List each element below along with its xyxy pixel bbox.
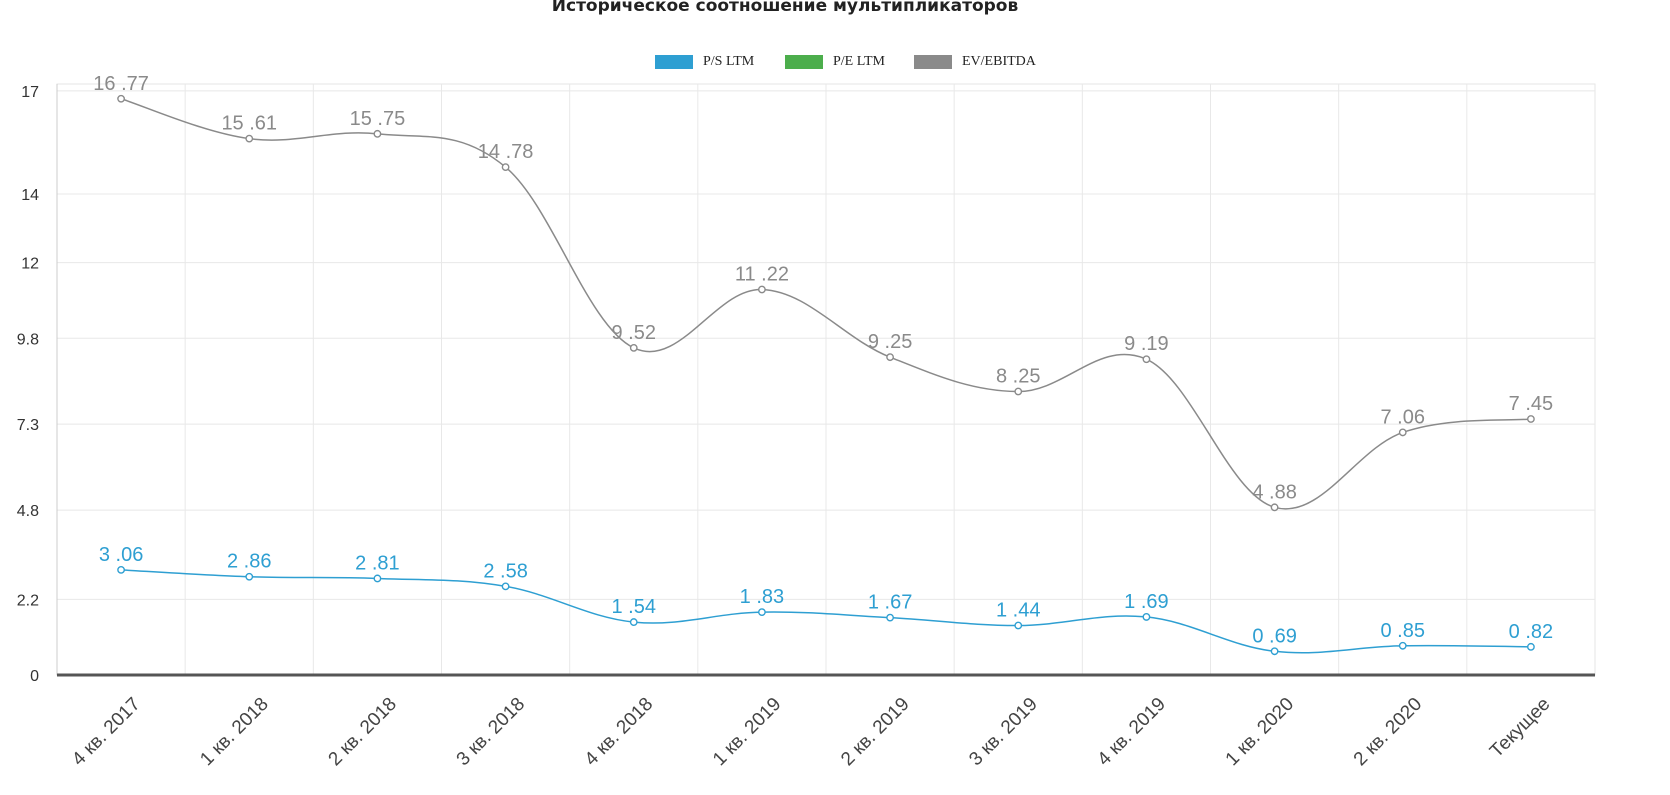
y-tick-label: 17 xyxy=(21,84,39,101)
data-point-p-s-ltm xyxy=(117,565,125,574)
x-tick-label: 1 кв. 2018 xyxy=(196,694,272,770)
data-label-p-s-ltm: 1 .67 xyxy=(868,592,912,614)
legend-swatch-ps-ltm xyxy=(655,55,693,69)
x-tick-label: 1 кв. 2020 xyxy=(1222,694,1298,770)
data-point-p-s-ltm xyxy=(1398,641,1407,650)
x-tick-label: 2 кв. 2019 xyxy=(837,694,913,770)
x-tick-label: 3 кв. 2018 xyxy=(453,694,529,770)
data-point-p-s-ltm xyxy=(1014,621,1023,630)
data-point-p-s-ltm xyxy=(373,574,382,583)
y-tick-label: 12 xyxy=(21,256,39,273)
x-tick-label: 2 кв. 2018 xyxy=(325,694,401,770)
y-tick-label: 0 xyxy=(30,668,39,685)
chart-legend: P/S LTM P/E LTM EV/EBITDA xyxy=(0,52,1670,72)
data-label-ev-ebitda: 9 .25 xyxy=(868,331,912,353)
data-point-ev-ebitda xyxy=(629,343,638,352)
data-point-ev-ebitda xyxy=(758,285,766,294)
data-point-ev-ebitda xyxy=(1142,355,1151,364)
data-point-p-s-ltm xyxy=(758,608,766,617)
data-point-ev-ebitda xyxy=(245,134,254,143)
y-axis: 0 2.2 4.8 7.3 9.8 12 14 17 xyxy=(17,84,58,685)
series-p-s-ltm: 3 .06 2 .86 2 .81 2 .58 1 .54 1 .83 1 .67 1 .44… xyxy=(99,544,1553,656)
y-tick-label: 7.3 xyxy=(17,417,39,434)
legend-item-pe-ltm[interactable]: P/E LTM xyxy=(785,52,885,72)
data-point-p-s-ltm xyxy=(245,572,254,581)
data-label-p-s-ltm: 2 .58 xyxy=(483,560,527,582)
legend-label-ev-ebitda: EV/EBITDA xyxy=(962,54,1036,69)
y-tick-label: 4.8 xyxy=(17,503,39,520)
chart-title: Историческое соотношение мультипликаторо… xyxy=(551,0,1019,16)
data-point-ev-ebitda xyxy=(1014,387,1023,396)
data-label-p-s-ltm: 0 .69 xyxy=(1252,625,1296,647)
x-tick-label: Текущее xyxy=(1486,694,1554,762)
data-point-p-s-ltm xyxy=(886,613,894,622)
data-point-ev-ebitda xyxy=(1270,503,1279,512)
x-tick-label: 1 кв. 2019 xyxy=(709,694,785,770)
legend-item-ev-ebitda[interactable]: EV/EBITDA xyxy=(914,52,1036,72)
data-label-p-s-ltm: 2 .81 xyxy=(355,552,399,574)
data-label-ev-ebitda: 11 .22 xyxy=(735,263,789,285)
grid-lines xyxy=(56,83,1596,676)
y-tick-label: 2.2 xyxy=(17,592,39,609)
data-label-ev-ebitda: 4 .88 xyxy=(1252,481,1296,503)
data-point-ev-ebitda xyxy=(501,163,510,172)
data-point-ev-ebitda xyxy=(1398,428,1407,437)
data-point-p-s-ltm xyxy=(1270,647,1279,656)
x-tick-label: 4 кв. 2017 xyxy=(68,694,144,770)
data-point-p-s-ltm xyxy=(629,618,638,626)
x-tick-label: 3 кв. 2019 xyxy=(965,694,1041,770)
data-label-ev-ebitda: 8 .25 xyxy=(996,366,1040,388)
legend-label-pe-ltm: P/E LTM xyxy=(833,54,885,69)
x-tick-label: 4 кв. 2018 xyxy=(581,694,657,770)
legend-swatch-pe-ltm xyxy=(785,55,823,69)
x-tick-label: 2 кв. 2020 xyxy=(1350,694,1426,770)
data-label-p-s-ltm: 1 .69 xyxy=(1124,591,1168,613)
x-axis: 4 кв. 2017 1 кв. 2018 2 кв. 2018 3 кв. 2018… xyxy=(57,673,1595,770)
data-label-p-s-ltm: 1 .83 xyxy=(740,586,784,608)
data-label-ev-ebitda: 9 .52 xyxy=(612,322,656,344)
series-layer: 3 .06 2 .86 2 .81 2 .58 1 .54 1 .83 1 .67 1 .44… xyxy=(93,73,1553,656)
data-point-p-s-ltm xyxy=(1527,642,1535,651)
data-label-ev-ebitda: 7 .06 xyxy=(1381,406,1425,428)
data-point-ev-ebitda xyxy=(373,129,382,138)
legend-item-ps-ltm[interactable]: P/S LTM xyxy=(655,52,754,72)
data-label-p-s-ltm: 0 .82 xyxy=(1509,621,1553,643)
data-label-ev-ebitda: 9 .19 xyxy=(1124,333,1168,355)
legend-swatch-ev-ebitda xyxy=(914,55,952,69)
data-label-p-s-ltm: 2 .86 xyxy=(227,551,271,573)
data-point-ev-ebitda xyxy=(886,353,894,362)
data-label-ev-ebitda: 15 .75 xyxy=(350,108,406,130)
data-label-p-s-ltm: 0 .85 xyxy=(1381,620,1425,642)
data-point-ev-ebitda xyxy=(117,94,125,103)
y-tick-label: 14 xyxy=(21,187,39,204)
series-line-p-s-ltm xyxy=(121,569,1531,654)
data-label-ev-ebitda: 14 .78 xyxy=(478,141,534,163)
data-label-ev-ebitda: 15 .61 xyxy=(221,113,277,135)
legend-label-ps-ltm: P/S LTM xyxy=(703,54,755,69)
x-tick-label: 4 кв. 2019 xyxy=(1094,694,1170,770)
data-point-ev-ebitda xyxy=(1527,415,1535,423)
data-label-ev-ebitda: 7 .45 xyxy=(1509,393,1553,415)
data-label-p-s-ltm: 3 .06 xyxy=(99,544,143,566)
y-tick-label: 9.8 xyxy=(17,331,39,348)
data-label-p-s-ltm: 1 .44 xyxy=(996,600,1040,622)
series-ev-ebitda: 16 .77 15 .61 15 .75 14 .78 9 .52 11 .22 9 .25… xyxy=(93,73,1553,512)
data-label-ev-ebitda: 16 .77 xyxy=(93,73,149,95)
data-point-p-s-ltm xyxy=(1142,613,1151,621)
data-label-p-s-ltm: 1 .54 xyxy=(612,596,656,618)
data-point-p-s-ltm xyxy=(501,582,510,591)
